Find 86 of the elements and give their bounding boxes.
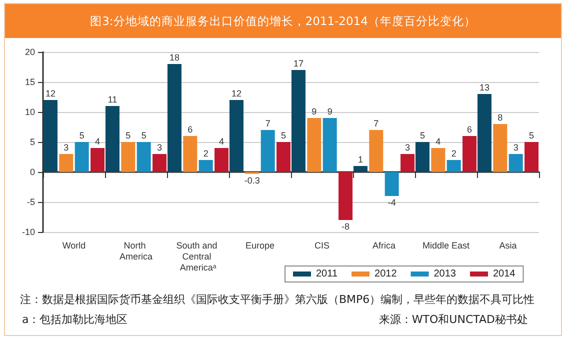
data-label: 3 — [64, 142, 69, 152]
y-tick-label: 10 — [24, 107, 35, 117]
data-label: 3 — [405, 142, 410, 152]
bar — [400, 154, 415, 172]
bar — [276, 142, 291, 172]
data-label: 7 — [374, 118, 379, 128]
bar — [214, 148, 229, 172]
data-label: 1 — [358, 154, 363, 164]
y-tick-label: -5 — [26, 197, 35, 207]
data-label: 4 — [436, 136, 441, 146]
bar — [446, 160, 461, 172]
bar — [74, 142, 89, 172]
y-tick-label: 5 — [30, 137, 35, 147]
data-label: 18 — [169, 52, 180, 62]
bar — [462, 136, 477, 172]
bar — [384, 172, 399, 196]
y-tick-label: 20 — [24, 47, 35, 57]
bar — [353, 166, 368, 172]
bar — [338, 172, 353, 220]
data-label: 9 — [327, 106, 332, 116]
data-label: 2 — [203, 148, 208, 158]
bar — [493, 124, 508, 172]
legend-label: 2012 — [374, 268, 398, 280]
data-label: 5 — [126, 130, 131, 140]
data-label: 5 — [281, 130, 286, 140]
x-tick-label: Europe — [245, 240, 275, 250]
data-label: 3 — [157, 142, 162, 152]
bar — [152, 154, 167, 172]
bar — [415, 142, 430, 172]
data-label: 12 — [231, 88, 242, 98]
data-label: -0.3 — [244, 175, 260, 186]
data-label: 5 — [79, 130, 84, 140]
legend-label: 2014 — [492, 268, 516, 280]
data-label: 9 — [312, 106, 317, 116]
bar — [322, 118, 337, 172]
chart-title: 图3:分地域的商业服务出口价值的增长，2011-2014（年度百分比变化） — [5, 4, 561, 38]
x-tick-label: CIS — [314, 240, 330, 250]
data-label: 7 — [265, 118, 270, 128]
data-label: 13 — [479, 82, 490, 92]
bar — [477, 94, 492, 172]
y-tick-label: -10 — [22, 227, 35, 237]
bar — [105, 106, 120, 172]
bar — [136, 142, 151, 172]
x-tick-label: Africa — [372, 240, 396, 250]
data-label: 4 — [95, 136, 100, 146]
data-label: 2 — [451, 148, 456, 158]
y-tick-label: 15 — [24, 77, 35, 87]
data-label: 6 — [188, 124, 193, 134]
x-tick-label: North America — [119, 240, 153, 262]
data-label: 5 — [141, 130, 146, 140]
bar — [431, 148, 446, 172]
data-label: 5 — [529, 130, 534, 140]
bar — [167, 64, 182, 172]
legend-label: 2013 — [434, 268, 456, 280]
data-label: 3 — [513, 142, 518, 152]
legend-label: 2011 — [316, 268, 338, 280]
bar — [229, 100, 244, 172]
bar — [307, 118, 322, 172]
bar — [369, 130, 384, 172]
data-label: 11 — [108, 94, 118, 104]
data-label: 6 — [467, 124, 472, 134]
data-label: -4 — [388, 198, 396, 208]
bar — [260, 130, 275, 172]
source-note: 来源：WTO和UNCTAD秘书处 — [378, 312, 528, 327]
data-label: -8 — [342, 222, 350, 232]
bar — [121, 142, 136, 172]
data-label: 12 — [45, 88, 56, 98]
data-label: 5 — [420, 130, 425, 140]
text: 注：数据是根据国际货币基金组织《国际收支平衡手册》第六版（BMP6）编制，早些年的数据不具可比性 — [20, 292, 535, 307]
y-tick-label: 0 — [30, 167, 35, 177]
bar — [90, 148, 105, 172]
bar — [291, 70, 306, 172]
data-label: 4 — [219, 136, 224, 146]
bar — [508, 154, 523, 172]
bar — [43, 100, 58, 172]
bar — [524, 142, 539, 172]
x-tick-label: Asia — [499, 240, 517, 250]
data-label: 8 — [498, 112, 503, 122]
bar — [183, 136, 198, 172]
x-tick-label: Middle East — [422, 240, 470, 250]
bar — [59, 154, 74, 172]
x-tick-label: South and Central Americaᵃ — [176, 240, 220, 272]
data-label: 17 — [293, 58, 304, 68]
text: a：包括加勒比海地区 — [22, 312, 128, 327]
bar — [198, 160, 213, 172]
x-tick-label: World — [62, 240, 86, 250]
